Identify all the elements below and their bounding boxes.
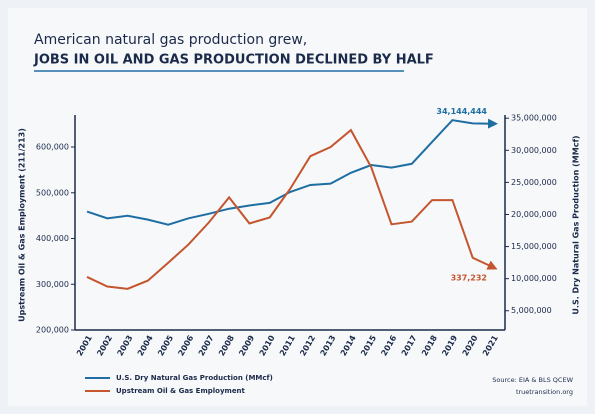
legend-label: Upstream Oil & Gas Employment xyxy=(116,387,246,395)
y2-tick-label: 35,000,000 xyxy=(511,114,557,123)
series-line xyxy=(86,118,498,226)
y-tick-label: 200,000 xyxy=(36,326,69,335)
y2-tick-label: 5,000,000 xyxy=(511,306,552,315)
credit: truetransition.org xyxy=(516,388,573,396)
y-axis-label: Upstream Oil & Gas Employment (211/213) xyxy=(18,128,27,322)
y2-tick-label: 15,000,000 xyxy=(511,242,557,251)
y-tick-label: 400,000 xyxy=(36,234,69,243)
y2-axis-label: U.S. Dry Natural Gas Production (MMcf) xyxy=(572,135,581,314)
legend-label: U.S. Dry Natural Gas Production (MMcf) xyxy=(116,374,273,382)
y2-tick-label: 10,000,000 xyxy=(511,274,557,283)
source: Source: EIA & BLS QCEW xyxy=(492,376,573,384)
chart-subtitle: JOBS IN OIL AND GAS PRODUCTION DECLINED … xyxy=(33,53,434,68)
y-tick-label: 300,000 xyxy=(36,280,69,289)
y2-tick-label: 20,000,000 xyxy=(511,210,557,219)
series-line xyxy=(86,128,498,290)
y-tick-label: 600,000 xyxy=(36,143,69,152)
y2-tick-label: 25,000,000 xyxy=(511,178,557,187)
y2-tick-label: 30,000,000 xyxy=(511,146,557,155)
value-label: 337,232 xyxy=(451,274,487,283)
value-label: 34,144,444 xyxy=(436,107,487,116)
panel xyxy=(8,8,587,406)
chart-title: American natural gas production grew, xyxy=(34,32,307,48)
y-tick-label: 500,000 xyxy=(36,188,69,197)
